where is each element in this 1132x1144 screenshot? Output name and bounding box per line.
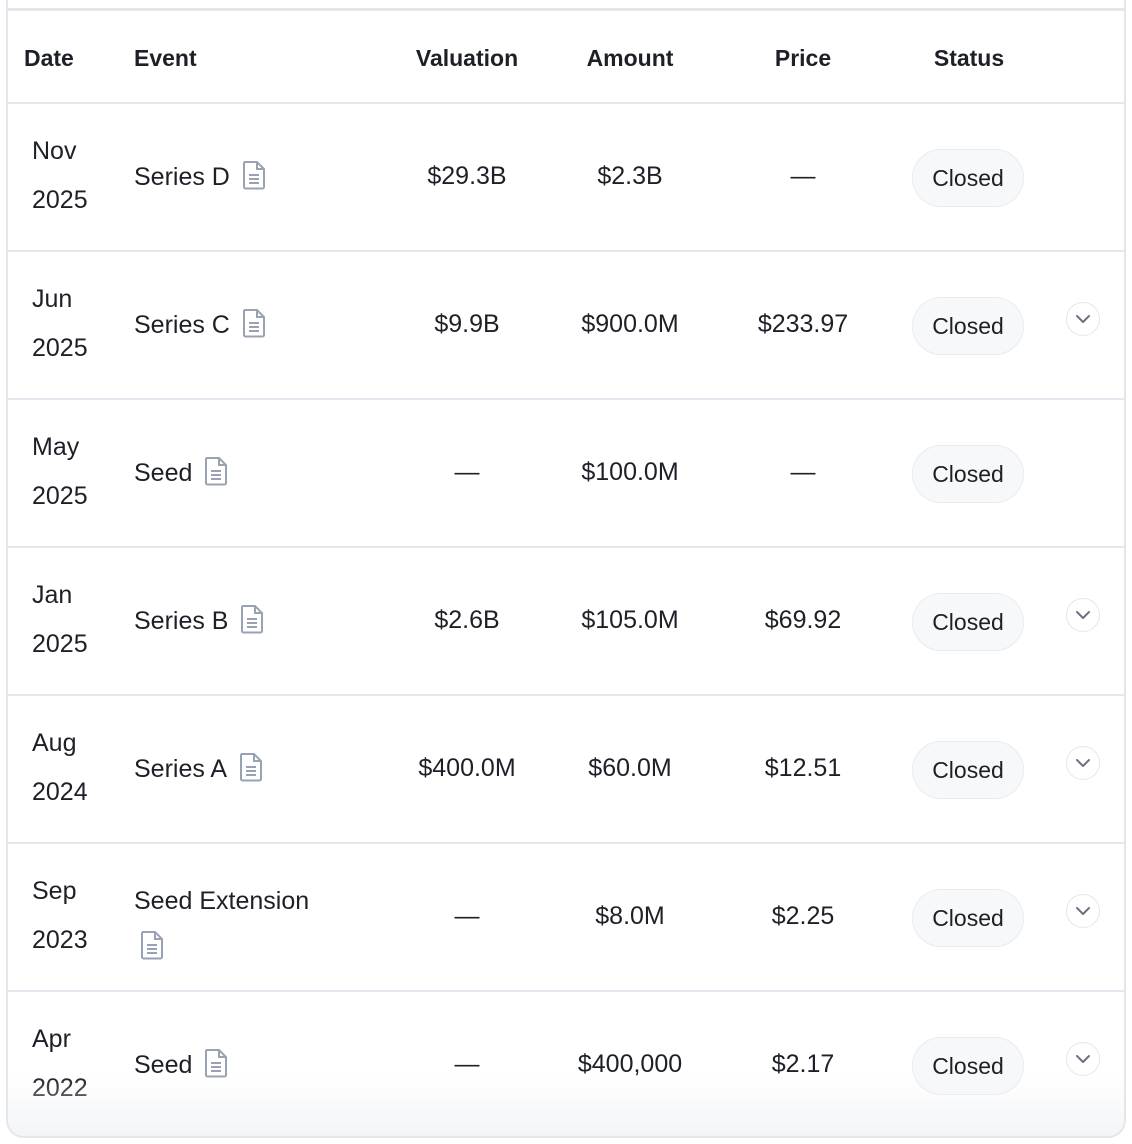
date-cell: Jun 2025 [32,275,88,373]
price-cell: $2.17 [771,1050,835,1078]
valuation-cell: $9.9B [434,310,500,338]
status-badge: Closed [912,593,1024,651]
price-cell: — [790,458,816,486]
price-cell: $233.97 [757,310,849,338]
status-badge: Closed [912,149,1024,207]
document-icon[interactable] [204,456,228,493]
amount-cell: $900.0M [581,310,679,338]
event-name: Seed [134,1051,193,1080]
date-month: Nov [32,137,77,165]
date-year: 2024 [32,778,88,806]
table-row[interactable]: Jan 2025 Series B $2.6B $105.0M $69.92 Cl… [8,548,1124,696]
table-row[interactable]: Jun 2025 Series C $9.9B $900.0M $233.97 C… [8,252,1124,400]
header-status: Status [933,45,1005,71]
price-cell: — [790,162,816,190]
amount-cell: $100.0M [581,458,679,486]
date-month: Sep [32,877,77,905]
valuation-cell: — [454,1050,480,1078]
price-cell: $2.25 [771,902,835,930]
amount-cell: $105.0M [581,606,679,634]
date-month: Apr [32,1025,71,1053]
card-top-edge [6,0,1126,8]
document-icon[interactable] [242,308,266,345]
table-row: Nov 2025 Series D $29.3B $2.3B — Closed [8,104,1124,252]
event-name: Series B [134,607,229,636]
date-cell: Nov 2025 [32,127,88,225]
date-cell: Apr 2022 [32,1015,88,1113]
funding-rounds-table: Date Event Valuation Amount Price Status… [6,8,1126,1138]
expand-chevron-icon[interactable] [1066,598,1100,632]
expand-chevron-icon[interactable] [1066,746,1100,780]
date-cell: May 2025 [32,423,88,521]
header-price: Price [774,45,832,71]
event-name: Series C [134,311,230,340]
event-name: Seed Extension [134,887,310,915]
amount-cell: $60.0M [588,754,672,782]
valuation-cell: $400.0M [418,754,516,782]
date-cell: Aug 2024 [32,719,88,817]
date-month: May [32,433,80,461]
table-header: Date Event Valuation Amount Price Status [8,10,1124,104]
status-badge: Closed [912,889,1024,947]
date-cell: Jan 2025 [32,571,88,669]
price-cell: $69.92 [764,606,842,634]
document-icon[interactable] [240,604,264,641]
date-month: Jun [32,285,73,313]
expand-chevron-icon[interactable] [1066,302,1100,336]
date-cell: Sep 2023 [32,867,88,965]
amount-cell: $8.0M [595,902,665,930]
status-badge: Closed [912,297,1024,355]
valuation-cell: — [454,902,480,930]
document-icon[interactable] [204,1048,228,1085]
event-name: Seed [134,459,193,488]
expand-chevron-icon[interactable] [1066,894,1100,928]
date-month: Aug [32,729,77,757]
header-date: Date [24,45,74,71]
status-badge: Closed [912,1037,1024,1095]
event-name: Series D [134,163,230,192]
status-badge: Closed [912,741,1024,799]
date-year: 2025 [32,334,88,362]
date-year: 2025 [32,482,88,510]
date-year: 2025 [32,630,88,658]
valuation-cell: $2.6B [434,606,500,634]
date-year: 2023 [32,926,88,954]
amount-cell: $400,000 [577,1050,683,1078]
header-amount: Amount [586,45,674,71]
valuation-cell: — [454,458,480,486]
document-icon[interactable] [239,752,263,789]
date-month: Jan [32,581,73,609]
header-valuation: Valuation [415,45,519,71]
document-icon[interactable] [242,160,266,197]
expand-chevron-icon[interactable] [1066,1042,1100,1076]
date-year: 2025 [32,186,88,214]
date-year: 2022 [32,1074,88,1102]
document-icon[interactable] [140,927,164,977]
valuation-cell: $29.3B [427,162,507,190]
table-row: May 2025 Seed — $100.0M — Closed [8,400,1124,548]
price-cell: $12.51 [764,754,842,782]
header-event: Event [134,45,197,71]
amount-cell: $2.3B [597,162,663,190]
table-row[interactable]: Apr 2022 Seed — $400,000 $2.17 Closed [8,992,1124,1136]
table-row[interactable]: Aug 2024 Series A $400.0M $60.0M $12.51 C… [8,696,1124,844]
event-name: Series A [134,755,228,784]
status-badge: Closed [912,445,1024,503]
table-row[interactable]: Sep 2023 Seed Extension — $8.0M $2.25 Clo… [8,844,1124,992]
